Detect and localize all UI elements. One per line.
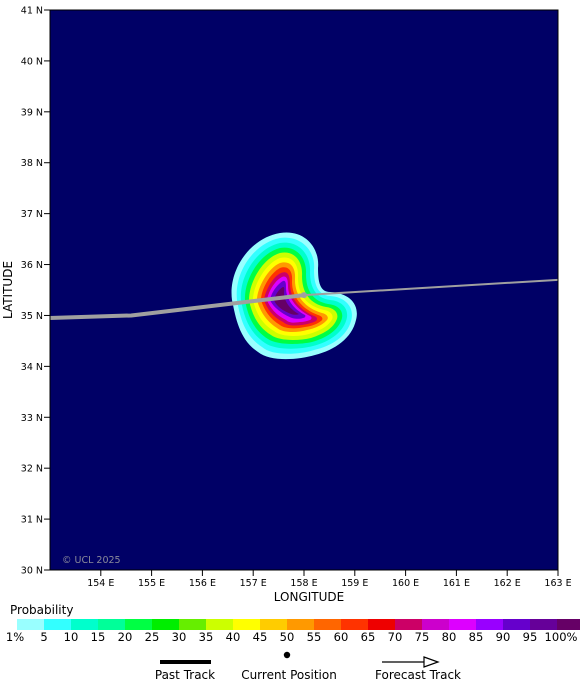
legend-tick-label: 30 xyxy=(171,630,187,644)
legend-tick-label: 25 xyxy=(144,630,160,644)
lat-tick-label: 36 N xyxy=(21,260,43,271)
lat-tick-label: 35 N xyxy=(21,311,43,322)
legend-swatch xyxy=(449,619,476,630)
storm-tracks xyxy=(50,278,558,320)
lat-tick-label: 41 N xyxy=(21,6,43,17)
track-key-symbols xyxy=(160,651,440,668)
lat-tick-label: 33 N xyxy=(21,413,43,424)
legend-tick-label: 20 xyxy=(117,630,133,644)
lat-tick-label: 34 N xyxy=(21,362,43,373)
latitude-axis: 41 N 40 N 39 N 38 N 37 N 36 N 35 N 34 N 33 N 32 N… xyxy=(21,6,50,577)
legend-swatch xyxy=(179,619,206,630)
lat-tick-label: 31 N xyxy=(21,515,43,526)
legend-tick-label: 40 xyxy=(225,630,241,644)
legend-swatch xyxy=(125,619,152,630)
legend-tick-label: 100% xyxy=(544,630,578,644)
legend-tick-label: 80 xyxy=(441,630,457,644)
legend-tick-label: 15 xyxy=(90,630,106,644)
lon-tick-label: 162 E xyxy=(494,578,521,589)
longitude-axis: 154 E 155 E 156 E 157 E 158 E 159 E 160 E 161 E… xyxy=(87,570,572,589)
lat-tick-label: 40 N xyxy=(21,56,43,67)
legend-tick-label: 5 xyxy=(40,630,48,644)
legend-tick-label: 70 xyxy=(387,630,403,644)
probability-color-scale xyxy=(17,619,580,630)
legend-swatch xyxy=(476,619,503,630)
legend-swatch xyxy=(368,619,395,630)
legend-swatch xyxy=(422,619,449,630)
legend-swatch xyxy=(260,619,287,630)
legend-swatch xyxy=(503,619,530,630)
legend-tick-label: 75 xyxy=(414,630,430,644)
legend-tick-label: 10 xyxy=(63,630,79,644)
legend-swatch xyxy=(557,619,580,630)
map-frame xyxy=(49,9,559,571)
legend-swatch xyxy=(395,619,422,630)
legend-tick-label: 85 xyxy=(468,630,484,644)
probability-scale-labels: 1% 5 10 15 20 25 30 35 40 45 50 55 60 65 70 75 80 85 90 95 1… xyxy=(0,630,580,646)
x-axis-label: LONGITUDE xyxy=(274,590,344,604)
lon-tick-label: 156 E xyxy=(189,578,216,589)
prob-contour-90 xyxy=(270,280,306,319)
legend-tick-label: 1% xyxy=(5,630,25,644)
legend-swatch xyxy=(314,619,341,630)
legend-tick-label: 45 xyxy=(252,630,268,644)
legend-swatch xyxy=(233,619,260,630)
past-track-label: Past Track xyxy=(154,668,216,682)
past-track-line xyxy=(50,293,305,320)
legend-swatch xyxy=(152,619,179,630)
y-axis-label: LATITUDE xyxy=(1,261,15,319)
legend-tick-label: 55 xyxy=(306,630,322,644)
legend-tick-label: 90 xyxy=(495,630,511,644)
legend-tick-label: 65 xyxy=(360,630,376,644)
forecast-track-label: Forecast Track xyxy=(375,668,461,682)
lon-tick-label: 161 E xyxy=(443,578,470,589)
legend-swatch xyxy=(98,619,125,630)
legend-tick-label: 35 xyxy=(198,630,214,644)
prob-contour-95 xyxy=(274,287,299,315)
lat-tick-label: 30 N xyxy=(21,566,43,577)
current-position-label: Current Position xyxy=(241,668,337,682)
lon-tick-label: 160 E xyxy=(392,578,419,589)
legend-tick-label: 95 xyxy=(522,630,538,644)
legend-swatch xyxy=(17,619,44,630)
legend-title: Probability xyxy=(10,603,74,617)
legend-swatch xyxy=(341,619,368,630)
forecast-track-line xyxy=(303,278,558,297)
lon-tick-label: 158 E xyxy=(290,578,317,589)
current-position-marker xyxy=(301,292,307,299)
lat-tick-label: 37 N xyxy=(21,209,43,220)
legend-swatch xyxy=(287,619,314,630)
lat-tick-label: 39 N xyxy=(21,107,43,118)
lon-tick-label: 163 E xyxy=(544,578,571,589)
track-key: Past Track Current Position Forecast Tra… xyxy=(0,648,580,688)
legend-tick-label: 60 xyxy=(333,630,349,644)
legend-swatch xyxy=(71,619,98,630)
forecast-arrowhead-icon xyxy=(423,656,440,668)
lon-tick-label: 154 E xyxy=(87,578,114,589)
legend-swatch xyxy=(44,619,71,630)
legend-swatch xyxy=(530,619,557,630)
lon-tick-label: 157 E xyxy=(240,578,267,589)
legend-swatch xyxy=(206,619,233,630)
legend-tick-label: 50 xyxy=(279,630,295,644)
lon-tick-label: 159 E xyxy=(341,578,368,589)
lon-tick-label: 155 E xyxy=(138,578,165,589)
current-position-symbol xyxy=(283,651,291,659)
lat-tick-label: 38 N xyxy=(21,158,43,169)
copyright-text: © UCL 2025 xyxy=(62,555,121,566)
lat-tick-label: 32 N xyxy=(21,464,43,475)
